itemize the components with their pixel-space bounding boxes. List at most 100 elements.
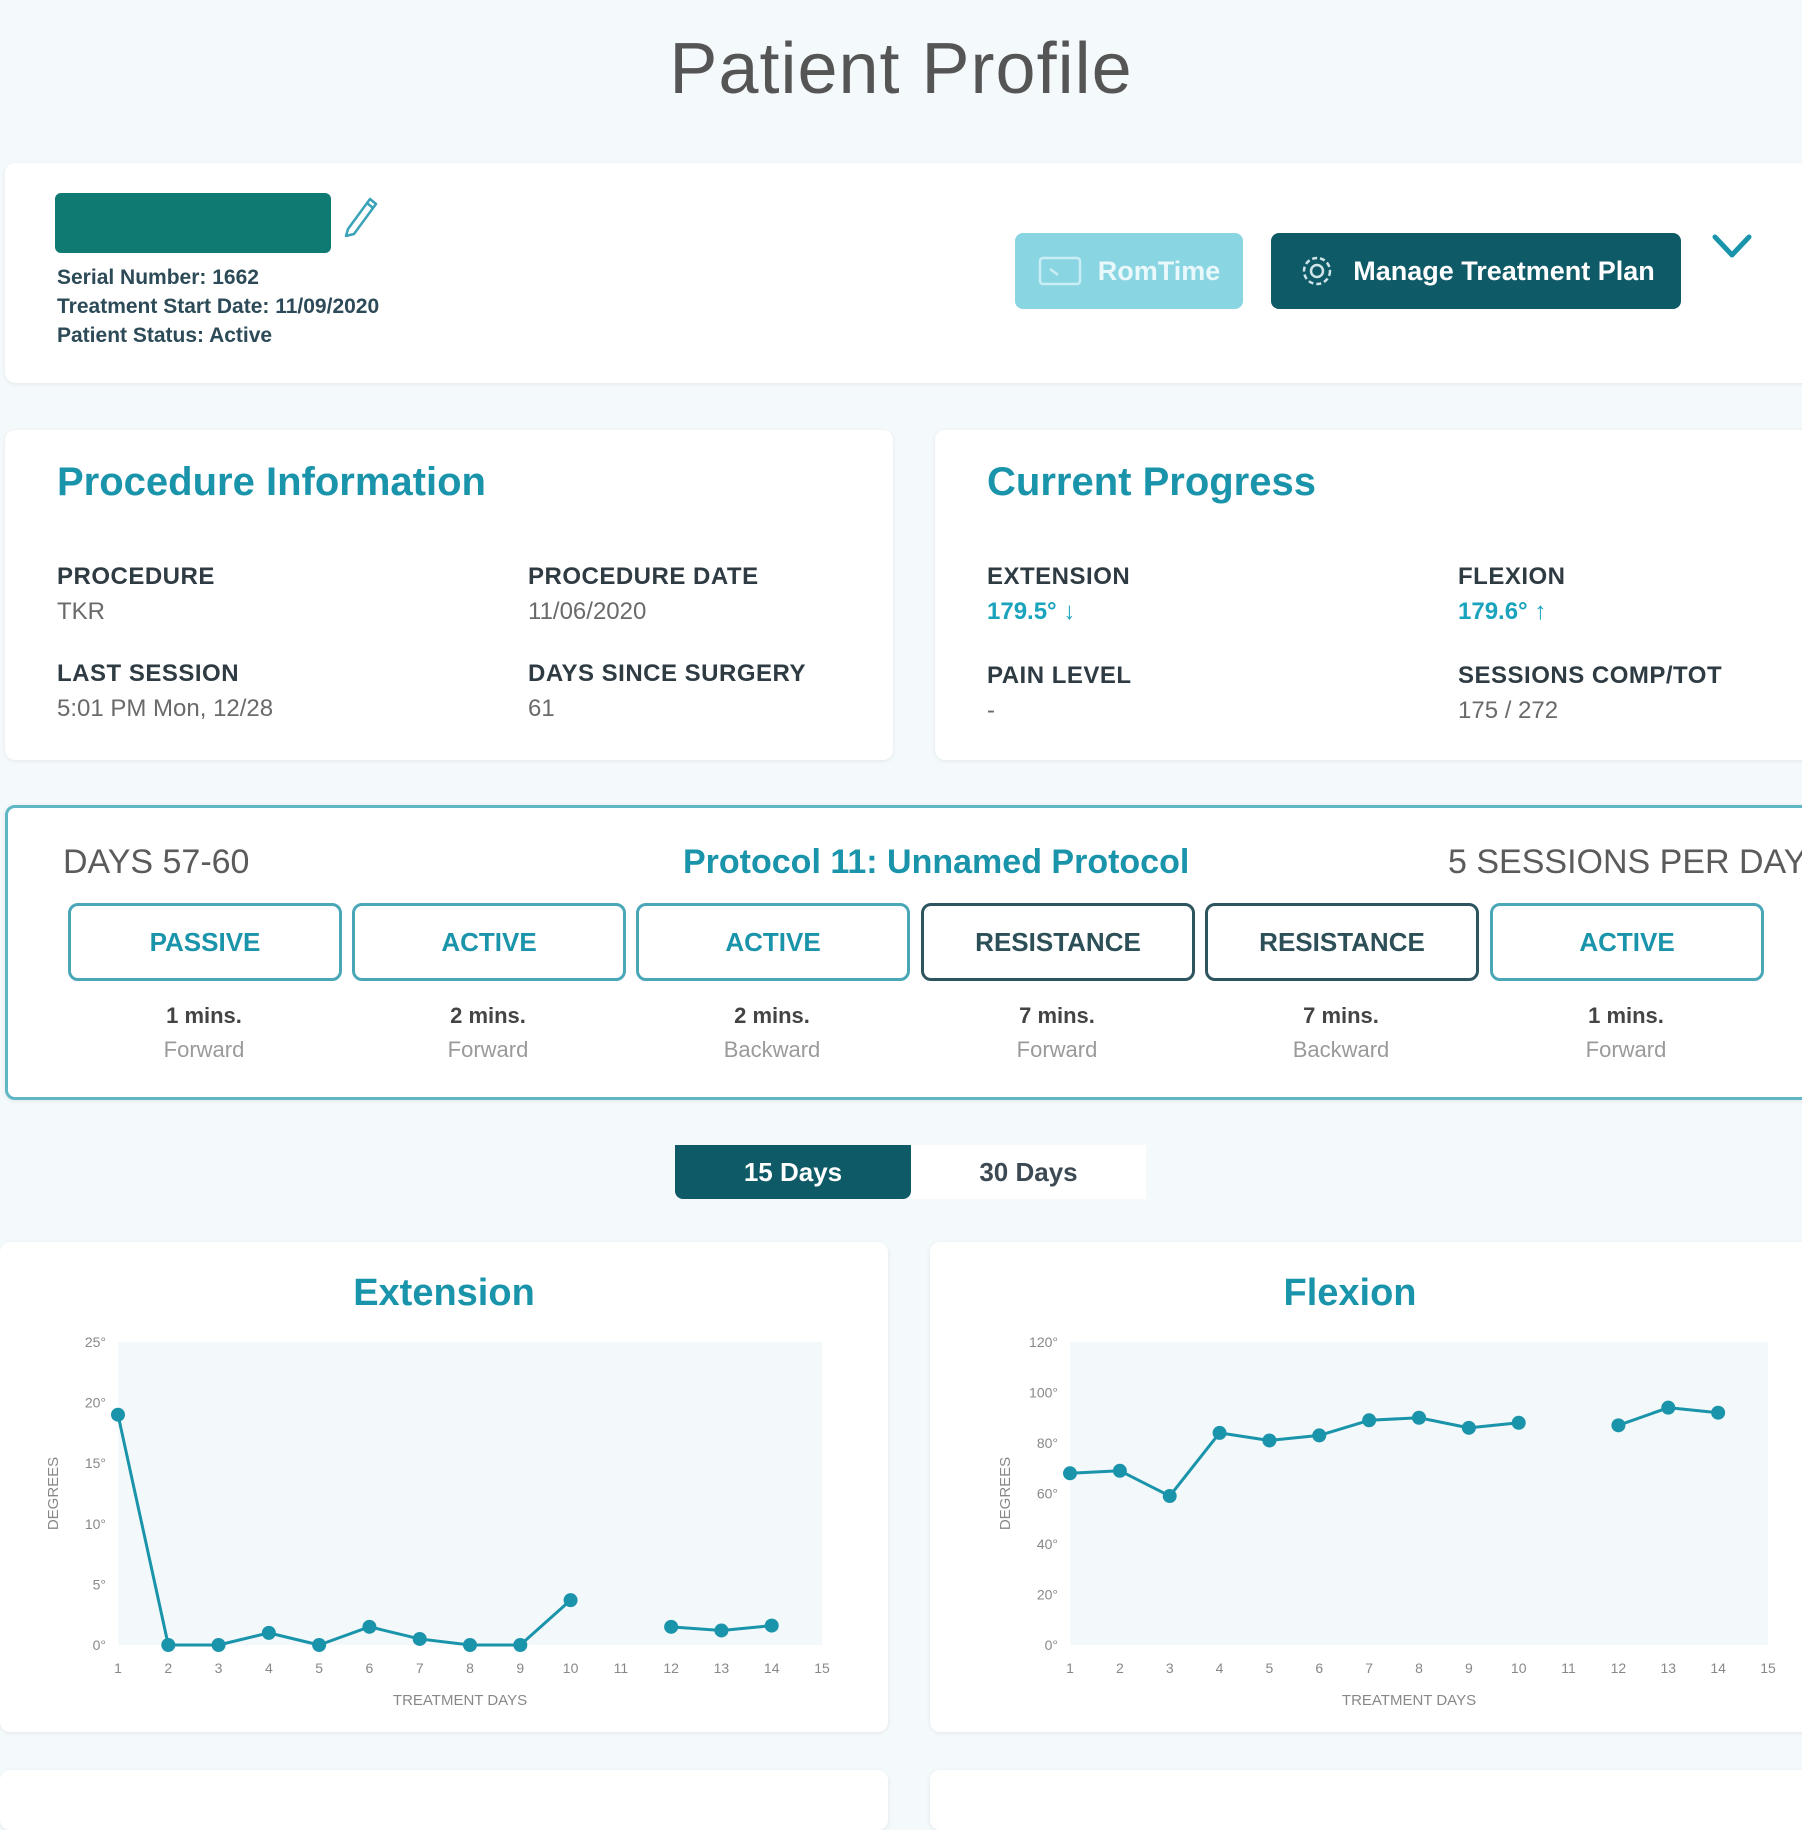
manage-treatment-plan-label: Manage Treatment Plan: [1353, 255, 1655, 286]
series-line-segment: [218, 1631, 270, 1647]
arrow-up-icon: ↑: [1534, 598, 1547, 625]
x-tick-label: 15: [814, 1660, 830, 1676]
data-point[interactable]: [1511, 1415, 1526, 1430]
x-tick-label: 5: [315, 1660, 323, 1676]
data-point[interactable]: [714, 1623, 729, 1638]
patient-header-card: Serial Number: 1662 Treatment Start Date…: [5, 163, 1802, 383]
data-point[interactable]: [111, 1407, 125, 1422]
data-point[interactable]: [1262, 1433, 1277, 1448]
x-tick-label: 12: [1611, 1660, 1627, 1676]
x-tick-label: 8: [466, 1660, 474, 1676]
y-tick-label: 40°: [1037, 1536, 1058, 1552]
y-tick-label: 10°: [85, 1516, 106, 1532]
data-point[interactable]: [764, 1618, 779, 1633]
protocol-days: DAYS 57-60: [63, 843, 250, 881]
data-point[interactable]: [1711, 1405, 1726, 1420]
treatment-start-date: Treatment Start Date: 11/09/2020: [57, 295, 380, 318]
patient-status: Patient Status: Active: [57, 324, 273, 347]
romtime-button[interactable]: RomTime: [1015, 233, 1243, 309]
y-tick-label: 80°: [1037, 1435, 1058, 1451]
series-line-segment: [1668, 1406, 1719, 1415]
data-point[interactable]: [1063, 1466, 1077, 1481]
series-line-segment: [419, 1637, 471, 1647]
step-duration: 2 mins.: [734, 1003, 810, 1028]
data-point[interactable]: [1112, 1463, 1127, 1478]
protocol-step-1: PASSIVE 1 mins. Forward: [68, 903, 342, 1063]
flexion-chart: 0°20°40°60°80°100°120°1 2 3 4 5 6 7 8 9 10 11 12 13 1…: [997, 1334, 1776, 1709]
protocol-step-4: RESISTANCE 7 mins. Forward: [921, 903, 1195, 1063]
arrow-down-icon: ↓: [1063, 598, 1076, 625]
gear-icon: [1302, 256, 1332, 286]
range-15-days-tab[interactable]: 15 Days: [675, 1145, 911, 1199]
data-point[interactable]: [664, 1619, 679, 1634]
data-point[interactable]: [513, 1638, 528, 1652]
range-30-days-tab[interactable]: 30 Days: [911, 1145, 1146, 1199]
last-session-label: LAST SESSION: [57, 660, 240, 687]
data-point[interactable]: [563, 1593, 578, 1608]
page-title: Patient Profile: [669, 29, 1133, 109]
x-tick-label: 11: [614, 1660, 629, 1676]
manage-treatment-plan-button[interactable]: Manage Treatment Plan: [1271, 233, 1681, 309]
x-tick-label: 13: [714, 1660, 730, 1676]
series-line-segment: [1269, 1433, 1320, 1442]
data-point[interactable]: [1362, 1413, 1377, 1428]
step-mode-button[interactable]: ACTIVE: [352, 903, 626, 981]
data-point[interactable]: [1412, 1410, 1426, 1425]
step-mode-button[interactable]: ACTIVE: [1490, 903, 1764, 981]
data-point[interactable]: [463, 1638, 477, 1652]
x-tick-label: 14: [1710, 1660, 1726, 1676]
x-tick-label: 5: [1266, 1660, 1274, 1676]
series-line-segment: [1069, 1469, 1120, 1475]
x-tick-label: 10: [1511, 1660, 1527, 1676]
data-point[interactable]: [211, 1638, 226, 1652]
step-duration: 7 mins.: [1019, 1003, 1095, 1028]
extension-value: 179.5°: [987, 598, 1057, 625]
data-point[interactable]: [1611, 1418, 1626, 1433]
plot-area: [1070, 1342, 1768, 1645]
step-mode-button[interactable]: PASSIVE: [68, 903, 342, 981]
step-direction: Forward: [1585, 1037, 1667, 1062]
y-tick-label: 5°: [93, 1576, 106, 1592]
step-mode-button[interactable]: ACTIVE: [636, 903, 910, 981]
series-line-segment: [1318, 1418, 1370, 1437]
data-point[interactable]: [1162, 1489, 1177, 1504]
x-tick-label: 2: [1116, 1660, 1124, 1676]
procedure-info-card: Procedure Information PROCEDURE TKR PROC…: [5, 430, 893, 760]
x-tick-label: 15: [1760, 1660, 1776, 1676]
extension-chart: 0°5°10°15°20°25°1 2 3 4 5 6 7 8 9 10 11 12 13 14 15TRE…: [45, 1334, 830, 1709]
monitor-icon: [1038, 256, 1081, 286]
flexion-chart-card: Flexion 0° 20° 40° 60° 80° 100° 120° 1 2 3 4 5 6 7 8 9 1…: [930, 1242, 1802, 1732]
serial-number: Serial Number: 1662: [57, 266, 259, 289]
procedure-date-value: 11/06/2020: [528, 598, 647, 625]
data-point[interactable]: [1312, 1428, 1327, 1443]
step-mode-button[interactable]: RESISTANCE: [921, 903, 1195, 981]
chevron-down-icon[interactable]: [1707, 227, 1757, 267]
step-direction: Backward: [723, 1037, 821, 1062]
data-point[interactable]: [312, 1638, 327, 1652]
y-tick-label: 20°: [1037, 1587, 1058, 1603]
extension-chart-card: Extension 0° 5° 10° 15° 20° 25° 1 2 3 4 5 6 7 8 9 10 11 1…: [0, 1242, 888, 1732]
y-tick-label: 20°: [85, 1395, 106, 1411]
x-tick-label: 6: [1315, 1660, 1323, 1676]
lower-card-right: [930, 1770, 1802, 1830]
data-point[interactable]: [1461, 1420, 1476, 1435]
data-point[interactable]: [362, 1619, 377, 1634]
procedure-date-label: PROCEDURE DATE: [528, 563, 759, 590]
data-point[interactable]: [1661, 1400, 1676, 1415]
flexion-value-row: 179.6° ↑: [1458, 598, 1546, 626]
plot-area: [118, 1342, 822, 1645]
x-tick-label: 4: [1216, 1660, 1224, 1676]
step-mode-button[interactable]: RESISTANCE: [1205, 903, 1479, 981]
x-tick-label: 8: [1415, 1660, 1423, 1676]
pain-level-label: PAIN LEVEL: [987, 662, 1132, 689]
series-line-segment: [671, 1625, 722, 1632]
series-line-segment: [1119, 1469, 1171, 1498]
data-point[interactable]: [261, 1625, 276, 1640]
x-tick-label: 4: [265, 1660, 273, 1676]
data-point[interactable]: [161, 1638, 176, 1652]
data-point[interactable]: [412, 1631, 427, 1646]
step-direction: Forward: [1016, 1037, 1098, 1062]
edit-pencil-icon[interactable]: [340, 193, 380, 237]
x-tick-label: 6: [366, 1660, 374, 1676]
data-point[interactable]: [1212, 1425, 1227, 1440]
